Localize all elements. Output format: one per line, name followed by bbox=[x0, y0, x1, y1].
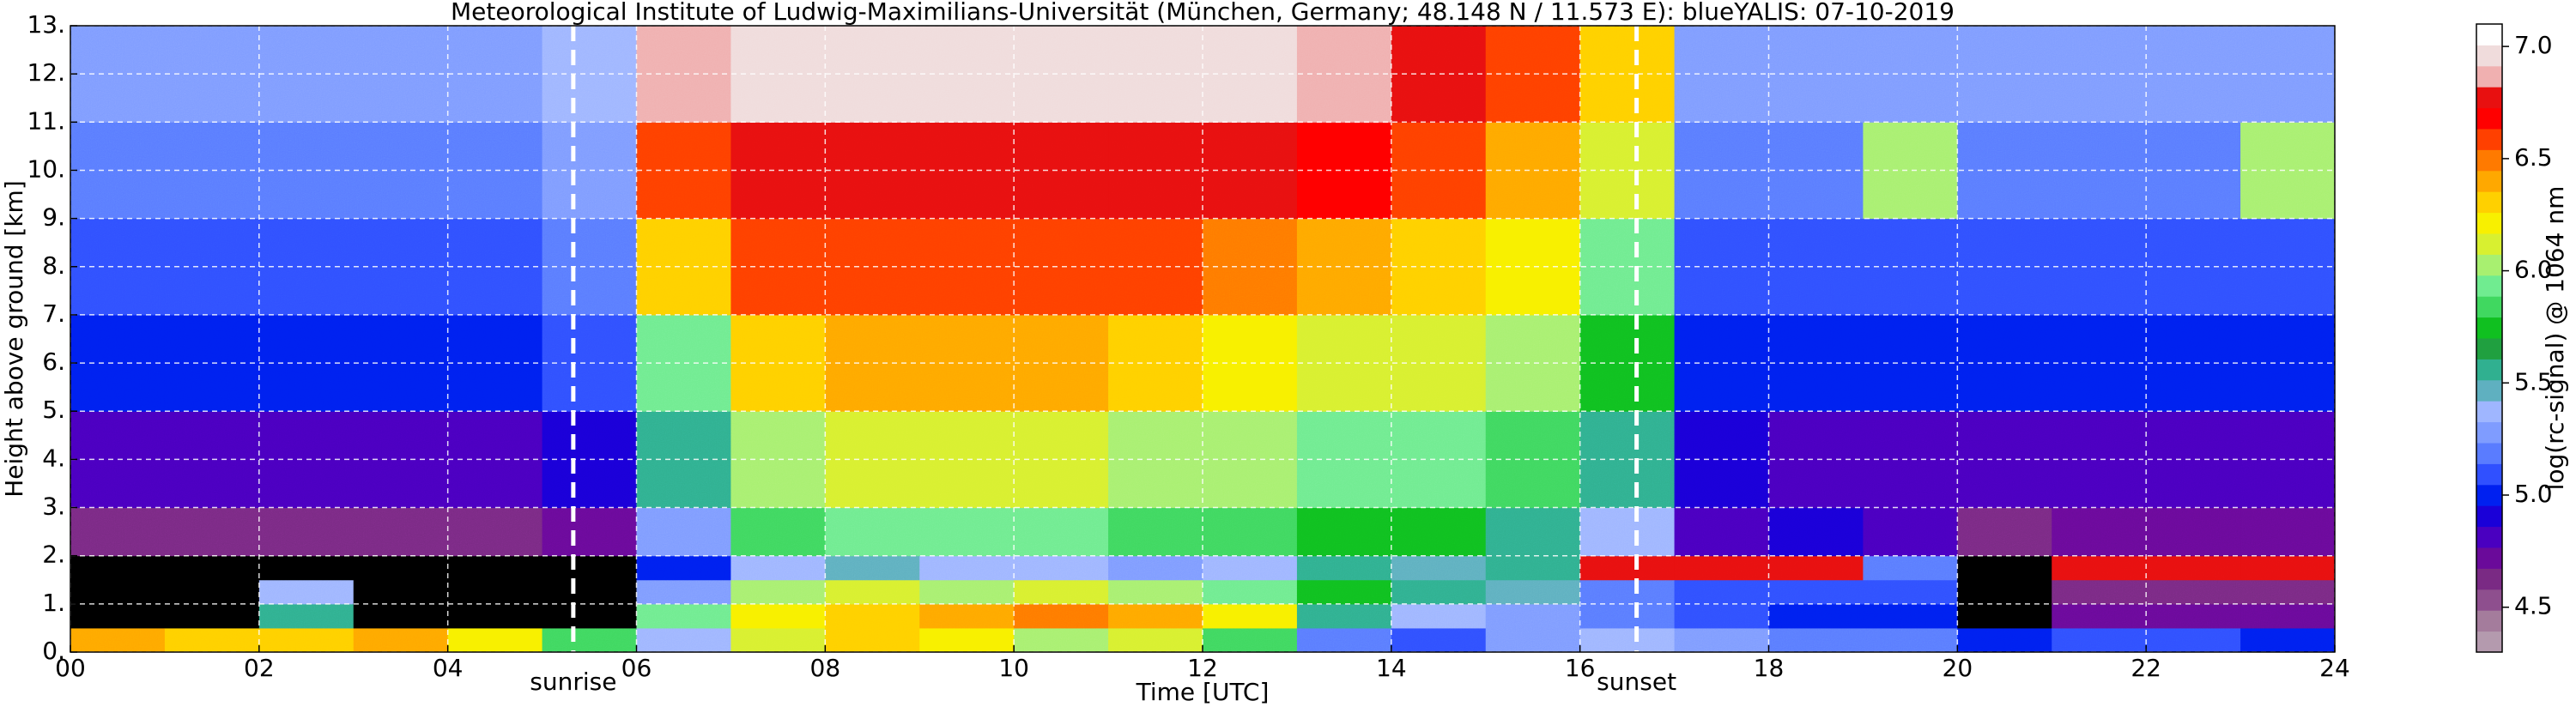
y-tick-label: 4. bbox=[42, 444, 65, 472]
y-tick-label: 11. bbox=[27, 106, 65, 135]
colorbar-swatch bbox=[2476, 317, 2502, 339]
colorbar-swatch bbox=[2476, 87, 2502, 109]
x-tick-label: 14 bbox=[1376, 654, 1407, 682]
x-tick-label: 16 bbox=[1565, 654, 1596, 682]
x-tick-label: 04 bbox=[433, 654, 464, 682]
y-tick-label: 0. bbox=[42, 637, 65, 665]
colorbar-swatch bbox=[2476, 129, 2502, 150]
colorbar-swatch bbox=[2476, 568, 2502, 590]
colorbar-swatch bbox=[2476, 401, 2502, 423]
colorbar-frame bbox=[2476, 23, 2503, 653]
y-tick-label: 3. bbox=[42, 492, 65, 521]
colorbar-swatch bbox=[2476, 149, 2502, 172]
colorbar-swatch bbox=[2476, 254, 2502, 276]
colorbar-tick-label: 5.0 bbox=[2514, 480, 2553, 508]
colorbar bbox=[2476, 23, 2509, 653]
x-tick-label: 12 bbox=[1187, 654, 1218, 682]
colorbar-swatch bbox=[2476, 107, 2502, 130]
colorbar-swatch bbox=[2476, 589, 2502, 611]
colorbar-swatch bbox=[2476, 65, 2502, 88]
colorbar-tick-label: 6.0 bbox=[2514, 256, 2553, 284]
y-tick-label: 8. bbox=[42, 251, 65, 280]
colorbar-swatch bbox=[2476, 296, 2502, 318]
x-tick-label: 24 bbox=[2319, 654, 2350, 682]
colorbar-swatch bbox=[2476, 233, 2502, 255]
y-tick-label: 10. bbox=[27, 154, 65, 183]
y-tick-label: 6. bbox=[42, 347, 65, 376]
colorbar-tick-label: 6.5 bbox=[2514, 143, 2553, 172]
y-tick-label: 9. bbox=[42, 203, 65, 232]
colorbar-swatch bbox=[2476, 170, 2502, 192]
chart-title: Meteorological Institute of Ludwig-Maxim… bbox=[451, 0, 1955, 26]
colorbar-swatch bbox=[2476, 443, 2502, 464]
colorbar-swatch bbox=[2476, 379, 2502, 402]
colorbar-swatch bbox=[2476, 610, 2502, 632]
colorbar-swatch bbox=[2476, 505, 2502, 528]
colorbar-tick-label: 5.5 bbox=[2514, 367, 2553, 396]
colorbar-swatch bbox=[2476, 631, 2502, 653]
y-tick-label: 2. bbox=[42, 541, 65, 569]
y-tick-label: 5. bbox=[42, 396, 65, 424]
colorbar-swatch bbox=[2476, 191, 2502, 214]
colorbar-swatch bbox=[2476, 463, 2502, 486]
y-tick-label: 1. bbox=[42, 589, 65, 617]
colorbar-swatch bbox=[2476, 275, 2502, 297]
x-tick-label: 08 bbox=[810, 654, 841, 682]
y-tick-label: 7. bbox=[42, 299, 65, 328]
y-axis-label: Height above ground [km] bbox=[0, 180, 28, 498]
x-tick-label: 22 bbox=[2131, 654, 2161, 682]
x-axis-label: Time [UTC] bbox=[1136, 678, 1270, 706]
colorbar-swatch bbox=[2476, 212, 2502, 234]
colorbar-swatch bbox=[2476, 338, 2502, 360]
colorbar-swatch bbox=[2476, 484, 2502, 506]
colorbar-swatch bbox=[2476, 24, 2502, 45]
annotation-label: sunrise bbox=[530, 668, 616, 696]
colorbar-swatch bbox=[2476, 526, 2502, 548]
x-tick-label: 18 bbox=[1754, 654, 1785, 682]
y-tick-label: 12. bbox=[27, 58, 65, 87]
colorbar-swatch bbox=[2476, 421, 2502, 444]
x-tick-label: 02 bbox=[244, 654, 275, 682]
x-tick-label: 00 bbox=[55, 654, 86, 682]
y-tick-label: 13. bbox=[27, 10, 65, 39]
x-tick-label: 10 bbox=[998, 654, 1029, 682]
colorbar-swatch bbox=[2476, 547, 2502, 569]
colorbar-swatch bbox=[2476, 45, 2502, 67]
colorbar-label: log(rc-signal) @ 1064 nm bbox=[2541, 186, 2569, 491]
colorbar-tick-label: 4.5 bbox=[2514, 592, 2553, 620]
plot-frame bbox=[70, 25, 2336, 653]
x-tick-label: 06 bbox=[621, 654, 652, 682]
x-tick-label: 20 bbox=[1943, 654, 1973, 682]
annotation-label: sunset bbox=[1597, 668, 1676, 696]
colorbar-swatch bbox=[2476, 359, 2502, 381]
colorbar-tick-label: 7.0 bbox=[2514, 31, 2553, 59]
